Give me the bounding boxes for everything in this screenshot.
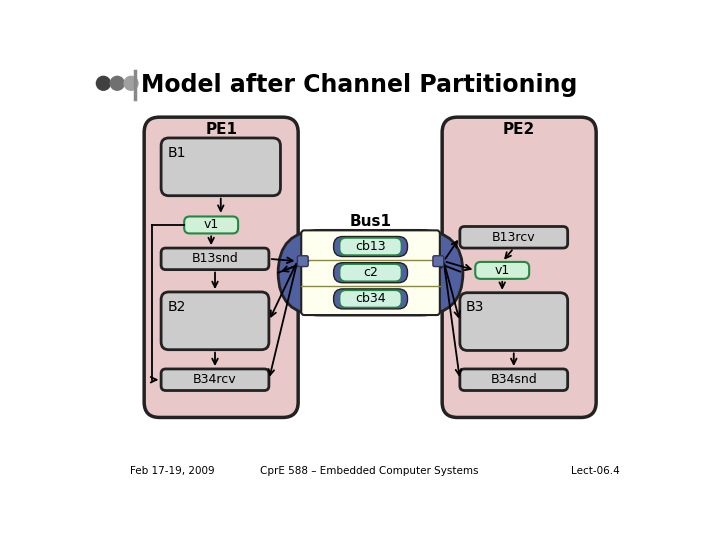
Text: Model after Channel Partitioning: Model after Channel Partitioning: [141, 73, 577, 97]
FancyBboxPatch shape: [460, 226, 567, 248]
FancyBboxPatch shape: [301, 231, 440, 315]
FancyBboxPatch shape: [475, 262, 529, 279]
FancyBboxPatch shape: [161, 369, 269, 390]
FancyBboxPatch shape: [161, 292, 269, 350]
Text: CprE 588 – Embedded Computer Systems: CprE 588 – Embedded Computer Systems: [260, 467, 478, 476]
Text: v1: v1: [204, 219, 219, 232]
Text: B34rcv: B34rcv: [193, 373, 237, 386]
Text: Feb 17-19, 2009: Feb 17-19, 2009: [130, 467, 215, 476]
Text: Bus1: Bus1: [349, 214, 392, 228]
Text: PE1: PE1: [205, 122, 237, 137]
Text: c2: c2: [363, 266, 378, 279]
Circle shape: [110, 76, 124, 90]
Text: B34snd: B34snd: [490, 373, 537, 386]
Text: PE2: PE2: [503, 122, 535, 137]
Text: B2: B2: [167, 300, 186, 314]
FancyBboxPatch shape: [460, 369, 567, 390]
FancyBboxPatch shape: [161, 138, 281, 195]
Text: B3: B3: [466, 300, 485, 314]
FancyBboxPatch shape: [340, 238, 401, 255]
FancyBboxPatch shape: [297, 256, 308, 267]
FancyBboxPatch shape: [333, 262, 408, 283]
FancyBboxPatch shape: [333, 237, 408, 256]
Text: cb13: cb13: [355, 240, 386, 253]
Text: B13snd: B13snd: [192, 252, 238, 265]
FancyBboxPatch shape: [442, 117, 596, 417]
FancyBboxPatch shape: [340, 291, 401, 307]
Circle shape: [124, 76, 138, 90]
FancyBboxPatch shape: [460, 293, 567, 350]
FancyBboxPatch shape: [333, 289, 408, 309]
FancyBboxPatch shape: [184, 217, 238, 233]
Text: B1: B1: [167, 146, 186, 160]
FancyBboxPatch shape: [278, 231, 463, 315]
Circle shape: [96, 76, 110, 90]
Text: Lect-06.4: Lect-06.4: [570, 467, 619, 476]
Text: B13rcv: B13rcv: [492, 231, 536, 244]
FancyBboxPatch shape: [161, 248, 269, 269]
FancyBboxPatch shape: [340, 264, 401, 281]
FancyBboxPatch shape: [144, 117, 298, 417]
Text: v1: v1: [495, 264, 510, 277]
FancyBboxPatch shape: [433, 256, 444, 267]
Text: cb34: cb34: [355, 292, 386, 306]
